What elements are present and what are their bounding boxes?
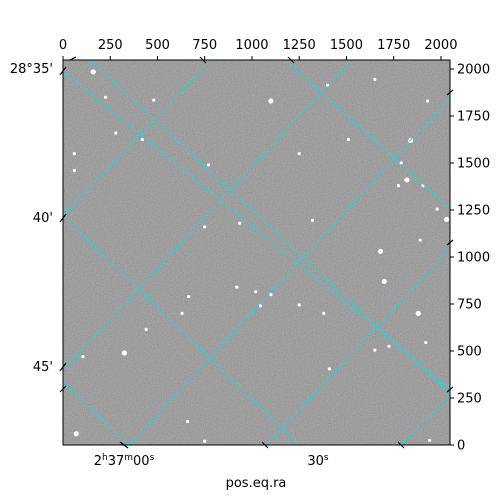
star	[381, 278, 387, 285]
star	[235, 285, 239, 289]
grid-line	[63, 60, 351, 370]
star	[373, 348, 377, 352]
dec-label-35: 28°35'	[10, 62, 53, 77]
star	[144, 327, 148, 331]
star	[325, 83, 330, 87]
star	[180, 311, 184, 316]
star	[408, 137, 414, 144]
star	[186, 419, 190, 424]
grid-line	[127, 96, 450, 445]
star	[396, 183, 401, 188]
star	[114, 131, 118, 135]
x-axis-title: pos.eq.ra	[226, 476, 287, 491]
y-tick-label: 1000	[457, 251, 490, 266]
star	[427, 438, 432, 442]
star	[377, 248, 384, 254]
star	[297, 303, 301, 307]
grid-line	[399, 393, 450, 445]
star	[327, 367, 332, 371]
star	[152, 98, 156, 102]
y-tick-label: 1500	[457, 157, 490, 172]
star	[140, 137, 144, 142]
grid-line	[63, 215, 301, 445]
star	[297, 152, 301, 156]
star	[72, 168, 76, 173]
x-tick-label: 250	[98, 38, 123, 53]
star	[418, 238, 422, 242]
star	[435, 207, 439, 211]
ra-label-2h37m00s: 2h37m00s	[94, 453, 155, 469]
grid-line	[63, 70, 450, 390]
y-tick-label: 500	[457, 345, 482, 360]
star	[373, 77, 377, 81]
star	[269, 293, 273, 297]
star	[238, 221, 242, 225]
star	[203, 225, 207, 229]
y-tick-label: 0	[457, 439, 465, 454]
x-tick-label: 500	[145, 38, 170, 53]
sky-image	[63, 60, 450, 445]
star	[73, 431, 79, 437]
x-tick-label: 1750	[377, 38, 410, 53]
y-tick-label: 1250	[457, 204, 490, 219]
x-tick-label: 1500	[330, 38, 363, 53]
axis-ticks	[62, 56, 454, 446]
plot-frame	[62, 59, 451, 446]
coordinate-grid	[63, 60, 450, 445]
star	[203, 439, 207, 443]
x-tick-label: 1250	[283, 38, 316, 53]
star	[81, 355, 85, 359]
x-tick-label: 2000	[424, 38, 457, 53]
y-tick-label: 1750	[457, 110, 490, 125]
dec-label-45: 45'	[33, 360, 53, 375]
x-tick-label: 0	[59, 38, 67, 53]
axis-tick-labels: 0 250 500 750 1000 1250 1500 1750 2000 0 250 500 750…	[59, 38, 490, 454]
star	[187, 294, 191, 299]
ra-label-30s: 30s	[307, 453, 329, 469]
grid-line	[63, 380, 129, 445]
dec-label-40: 40'	[33, 211, 53, 226]
star	[121, 350, 128, 356]
star	[258, 304, 263, 308]
star	[415, 310, 421, 317]
star	[254, 290, 258, 294]
star	[72, 152, 76, 156]
star	[426, 99, 430, 103]
star	[443, 216, 450, 223]
star	[387, 344, 391, 348]
star	[322, 311, 326, 316]
grid-line	[89, 60, 450, 394]
star	[103, 95, 108, 99]
y-tick-label: 250	[457, 392, 482, 407]
x-tick-label: 750	[192, 38, 217, 53]
star	[424, 340, 428, 345]
grid-line	[264, 246, 450, 445]
star	[206, 163, 211, 167]
star	[310, 218, 315, 222]
grid-line	[284, 60, 450, 209]
y-tick-label: 750	[457, 298, 482, 313]
y-tick-label: 2000	[457, 63, 490, 78]
star	[404, 177, 410, 183]
world-ticks	[59, 56, 454, 449]
x-tick-label: 1000	[235, 38, 268, 53]
star	[268, 98, 274, 104]
star	[90, 69, 96, 75]
star	[346, 137, 350, 142]
star	[399, 161, 403, 165]
